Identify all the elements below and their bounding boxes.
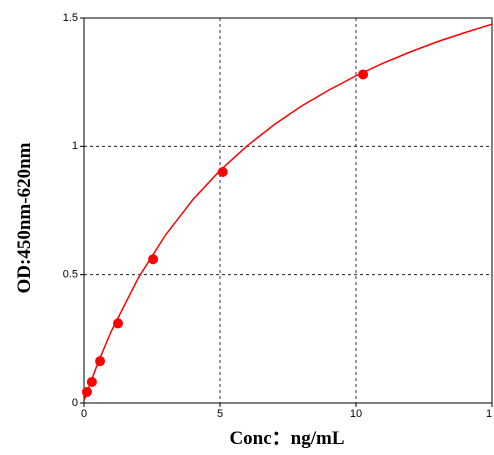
y-tick-label: 0 bbox=[72, 397, 78, 409]
y-tick-label: 1.5 bbox=[63, 12, 78, 24]
x-axis-title: Conc：ng/mL bbox=[229, 428, 344, 449]
plot-frame bbox=[83, 17, 493, 404]
y-axis-title: OD:450nm-620nm bbox=[14, 142, 35, 293]
x-tick-label: 5 bbox=[217, 408, 223, 420]
y-tick-label: 1 bbox=[72, 140, 78, 152]
data-point bbox=[113, 318, 123, 329]
y-tick-label: 0.5 bbox=[63, 269, 78, 281]
x-tick-label: 10 bbox=[350, 408, 362, 420]
x-tick-label: 1 bbox=[486, 408, 492, 420]
data-point bbox=[148, 254, 159, 265]
x-tick-label: 0 bbox=[81, 408, 87, 420]
fit-curve bbox=[83, 23, 493, 401]
